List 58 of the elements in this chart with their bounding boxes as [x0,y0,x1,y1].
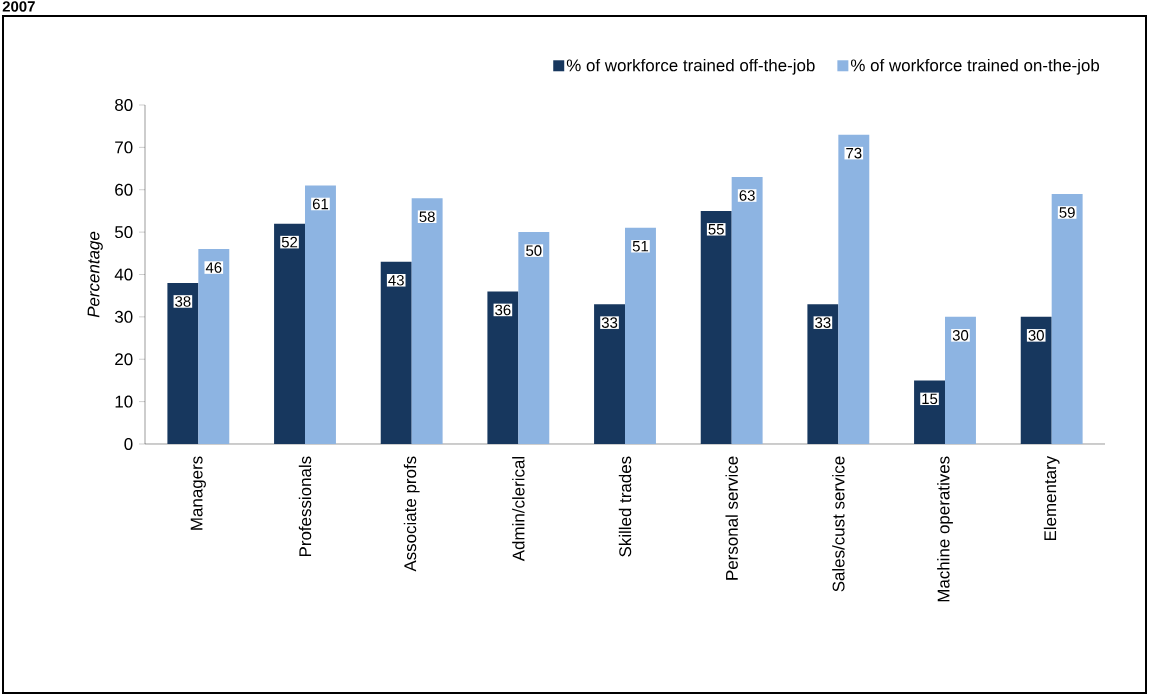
bar [380,261,412,444]
legend-label: % of workforce trained off-the-job [566,58,815,75]
bar [198,249,230,444]
x-tick-label: Machine operatives [937,456,953,602]
bar [518,232,550,444]
y-tick-label: 20 [115,353,133,366]
y-tick-label: 30 [114,310,133,323]
x-tick-label: Associate profs [403,456,420,572]
y-tick-label: 10 [115,395,133,408]
data-label: 30 [952,330,969,341]
bar [731,177,763,444]
text: 2007 [2,1,35,12]
x-tick-label: Skilled trades [618,456,632,557]
bar [305,185,336,444]
y-tick-label: 70 [115,141,133,154]
bar [625,227,656,444]
data-label: 33 [601,317,618,328]
data-label: 73 [846,147,862,159]
data-label: 63 [739,190,755,201]
bar [1020,316,1052,444]
bar [807,304,839,444]
data-label: 33 [815,317,831,328]
data-label: 15 [922,393,938,405]
data-label: 55 [708,224,724,235]
y-tick-label: 50 [115,226,133,239]
data-label: 30 [1028,330,1044,341]
x-tick-label: Personal service [725,456,738,580]
bar [411,198,443,444]
data-label: 38 [175,296,191,307]
bar [487,291,519,444]
y-tick-label: 60 [115,183,133,196]
data-label: 59 [1059,207,1075,218]
bar [274,223,306,444]
x-tick-label: Admin/clerical [512,456,525,562]
data-label: 52 [281,236,298,248]
x-tick-label: Elementary [1043,455,1060,541]
y-tick-label: 0 [124,437,133,450]
y-tick-label: 80 [115,98,133,111]
y-axis-title: Percentage [87,231,103,318]
data-label: 50 [526,245,542,256]
data-label: 51 [632,241,649,252]
bar [167,282,199,444]
data-label: 58 [419,211,435,222]
x-tick-label: Managers [190,456,206,530]
bar [594,304,626,444]
data-label: 61 [312,198,329,210]
bar [945,316,976,444]
data-label: 46 [205,262,222,273]
bar [700,210,732,444]
x-tick-label: Sales/cust service [832,456,845,592]
y-tick-label: 40 [114,268,133,281]
legend-label: % of workforce trained on-the-job [850,58,1100,75]
data-label: 36 [495,304,511,316]
bar [838,134,870,444]
x-tick-label: Professionals [298,456,312,557]
bar [914,380,946,444]
bar [1051,193,1083,444]
data-label: 43 [388,274,404,286]
